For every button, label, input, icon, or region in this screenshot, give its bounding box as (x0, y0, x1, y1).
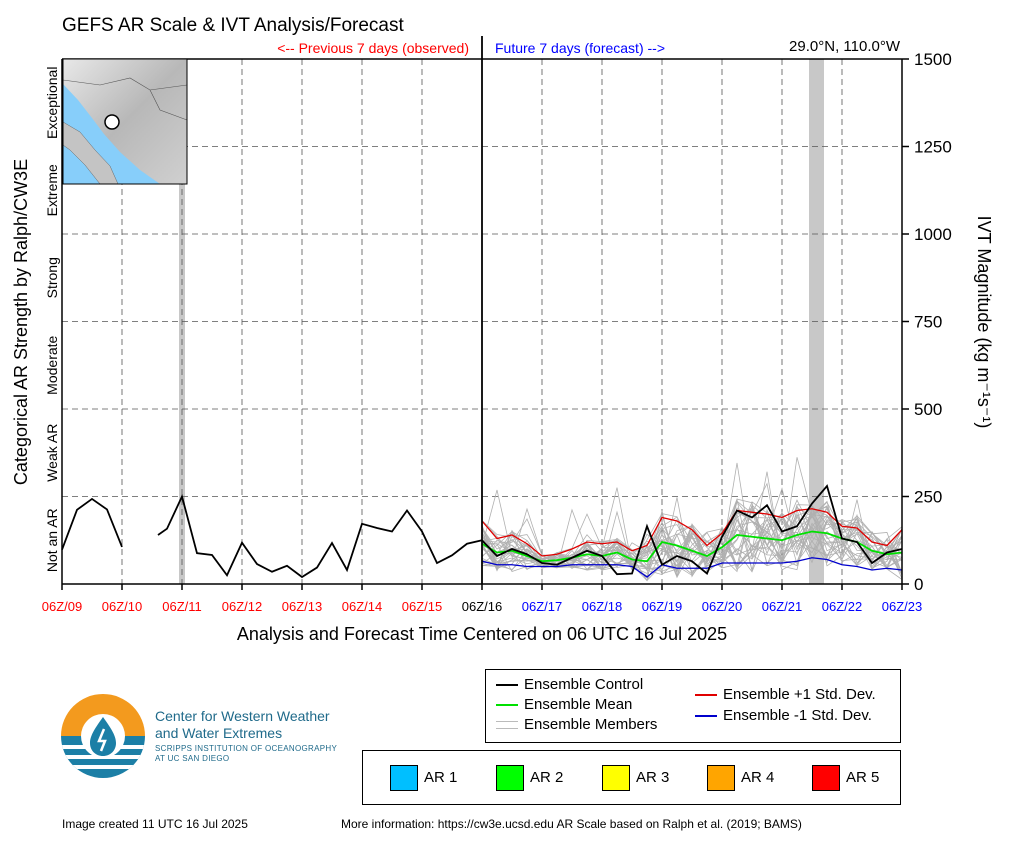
axes: 0 250 500 750 1000 1250 1500 06Z/09 06Z/10 06Z/11… (42, 36, 952, 614)
x-tick-label: 06Z/10 (102, 599, 142, 614)
ar-category-label: Moderate (44, 335, 60, 394)
x-tick-label: 06Z/22 (822, 599, 862, 614)
y-tick-label: 500 (914, 400, 942, 419)
x-tick-label: 06Z/11 (162, 599, 202, 614)
legend-plus-sd-label: Ensemble +1 Std. Dev. (723, 686, 876, 703)
legend-item-minus-sd: Ensemble -1 Std. Dev. (695, 707, 872, 724)
ar4-label: AR 4 (741, 769, 775, 786)
ar1-swatch (390, 765, 418, 791)
y-tick-label: 1500 (914, 50, 952, 69)
grid (62, 59, 902, 584)
logo-line-4: AT UC SAN DIEGO (155, 754, 230, 763)
ar2-label: AR 2 (530, 769, 564, 786)
future-days-label: Future 7 days (forecast) --> (495, 40, 665, 56)
legend-minus-sd-label: Ensemble -1 Std. Dev. (723, 707, 872, 724)
ensemble-member-line (481, 507, 903, 576)
ar5-swatch (812, 765, 840, 791)
legend-item-plus-sd: Ensemble +1 Std. Dev. (695, 686, 876, 703)
legend-control-label: Ensemble Control (524, 676, 644, 693)
ar3-swatch (602, 765, 630, 791)
inset-map (62, 58, 188, 185)
ensemble-member-line (481, 513, 903, 571)
y-tick-label: 750 (914, 313, 942, 332)
legend-item-mean: Ensemble Mean (496, 696, 632, 713)
x-tick-label: 06Z/16 (462, 599, 502, 614)
x-tick-label: 06Z/18 (582, 599, 622, 614)
right-axis-title: IVT Magnitude (kg m⁻¹s⁻¹) (974, 216, 994, 429)
x-axis-title: Analysis and Forecast Time Centered on 0… (237, 624, 727, 644)
ensemble-member-line (481, 518, 903, 576)
logo-line-3: SCRIPPS INSTITUTION OF OCEANOGRAPHY (155, 744, 338, 753)
ensemble-member-line (481, 526, 903, 582)
legend-plus-sd-swatch (695, 694, 717, 697)
legend-minus-sd-swatch (695, 715, 717, 718)
image-created-note: Image created 11 UTC 16 Jul 2025 (62, 817, 248, 831)
ar-scale-legend: AR 1 AR 2 AR 3 AR 4 AR 5 (362, 750, 901, 805)
ar4-swatch (707, 765, 735, 791)
legend-item-members: Ensemble Members (496, 716, 657, 733)
x-tick-label: 06Z/17 (522, 599, 562, 614)
ar3-label: AR 3 (636, 769, 670, 786)
map-border (62, 77, 188, 91)
cw3e-logo-icon (61, 694, 145, 778)
observed-ivt-line-0 (61, 497, 123, 551)
location-label: 29.0°N, 110.0°W (789, 38, 901, 55)
x-tick-label: 06Z/14 (342, 599, 382, 614)
map-state-line (149, 89, 188, 121)
ensemble-minus-sd-line (481, 557, 903, 578)
x-tick-label: 06Z/19 (642, 599, 682, 614)
legend-mean-swatch (496, 704, 518, 707)
left-axis-title: Categorical AR Strength by Ralph/CW3E (11, 159, 31, 485)
legend-control-swatch (496, 684, 518, 687)
previous-days-label: <-- Previous 7 days (observed) (277, 40, 469, 56)
ar-category-label: Not an AR (44, 508, 60, 572)
ar-category-label: Extreme (44, 164, 60, 216)
legend-mean-label: Ensemble Mean (524, 696, 633, 713)
ar5-label: AR 5 (846, 769, 880, 786)
y-tick-label: 250 (914, 488, 942, 507)
ensemble-member-line (481, 504, 903, 570)
ar1-label: AR 1 (424, 769, 458, 786)
map-frame (62, 58, 188, 185)
legend-members-label: Ensemble Members (524, 716, 658, 733)
y-tick-label: 1000 (914, 225, 952, 244)
ar-category-label: Weak AR (44, 424, 60, 482)
ensemble-mean-line (481, 530, 903, 563)
x-tick-label: 06Z/23 (882, 599, 922, 614)
x-tick-label: 06Z/21 (762, 599, 802, 614)
legend-members-swatch (496, 721, 518, 730)
more-info-note: More information: https://cw3e.ucsd.edu … (341, 817, 802, 831)
series-lines (61, 484, 903, 579)
ensemble-control-line (481, 484, 903, 576)
ar-category-label: Exceptional (44, 67, 60, 139)
y-tick-label: 0 (914, 575, 923, 594)
x-tick-label: 06Z/13 (282, 599, 322, 614)
x-tick-label: 06Z/15 (402, 599, 442, 614)
x-tick-label: 06Z/09 (42, 599, 82, 614)
ensemble-plus-sd-line (481, 508, 903, 557)
logo-line-2: and Water Extremes (155, 725, 283, 741)
chart-title: GEFS AR Scale & IVT Analysis/Forecast (62, 15, 404, 36)
logo-line-1: Center for Western Weather (155, 708, 330, 724)
x-tick-label: 06Z/12 (222, 599, 262, 614)
location-marker (104, 114, 120, 130)
series-legend: Ensemble Control Ensemble Mean Ensemble … (485, 669, 901, 743)
ar-category-label: Strong (44, 257, 60, 298)
ar2-swatch (496, 765, 524, 791)
y-tick-label: 1250 (914, 138, 952, 157)
x-tick-label: 06Z/20 (702, 599, 742, 614)
legend-item-control: Ensemble Control (496, 676, 643, 693)
observed-ivt-line-1 (157, 493, 483, 579)
